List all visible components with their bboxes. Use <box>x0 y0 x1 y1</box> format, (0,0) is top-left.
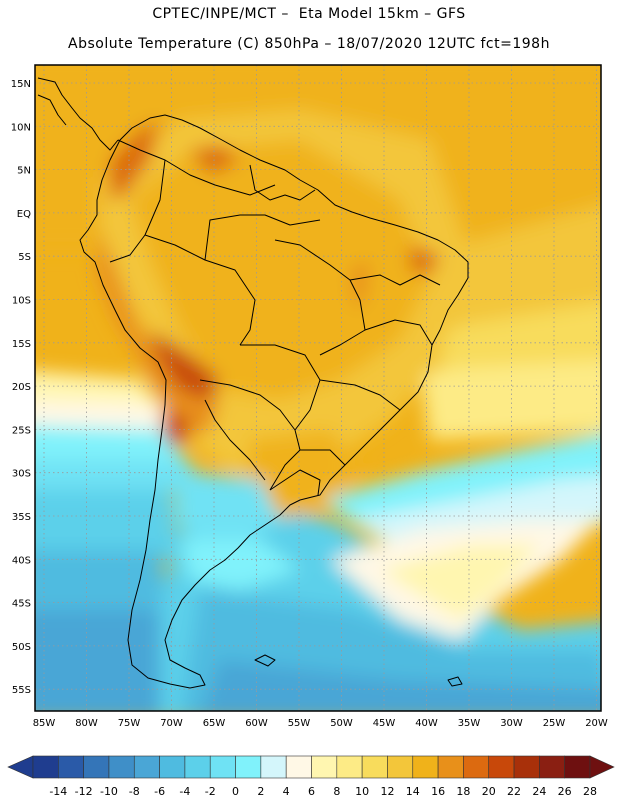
colorbar-swatch <box>159 755 186 779</box>
colorbar-label: -2 <box>205 785 216 798</box>
lat-label: 25S <box>12 425 31 436</box>
colorbar-swatch <box>336 755 363 779</box>
colorbar-label: 4 <box>283 785 290 798</box>
colorbar-label: -10 <box>100 785 118 798</box>
lat-label: 50S <box>12 642 31 653</box>
colorbar-label: 20 <box>482 785 496 798</box>
colorbar-swatch <box>564 755 591 779</box>
colorbar-label: 12 <box>380 785 394 798</box>
colorbar-swatch <box>488 755 515 779</box>
map-title-line-2: Absolute Temperature (C) 850hPa – 18/07/… <box>68 36 550 52</box>
lat-label: 45S <box>12 599 31 610</box>
colorbar-swatch <box>361 755 388 779</box>
lon-label: 65W <box>203 718 226 729</box>
colorbar-right-arrow <box>589 755 615 779</box>
lat-label: 40S <box>12 555 31 566</box>
colorbar-label: 6 <box>308 785 315 798</box>
colorbar-swatch <box>387 755 414 779</box>
colorbar-swatch <box>108 755 135 779</box>
lon-label: 55W <box>288 718 311 729</box>
lon-label: 60W <box>245 718 268 729</box>
colorbar-swatch <box>285 755 312 779</box>
colorbar-label: 26 <box>558 785 572 798</box>
colorbar-label: 2 <box>257 785 264 798</box>
lon-label: 70W <box>160 718 183 729</box>
lon-label: 25W <box>543 718 566 729</box>
lon-label: 30W <box>500 718 523 729</box>
colorbar-swatch <box>58 755 84 779</box>
lat-label: 5S <box>18 252 31 263</box>
colorbar-swatch <box>209 755 236 779</box>
lat-label: 10S <box>12 296 31 307</box>
color-scale-labels: -14 -12 -10 -8 -6 -4 -2 0 2 4 6 8 10 12 14 16 18 20 22 24 26… <box>49 785 597 798</box>
colorbar-swatch <box>463 755 490 779</box>
latitude-labels: 15N 10N 5N EQ 5S 10S 15S 20S 25S 30S 35S 40S 45S 50S 5… <box>11 79 31 696</box>
longitude-labels: 85W 80W 75W 70W 65W 60W 55W 50W 45W 40W 35W 30W 25W 2… <box>33 718 608 729</box>
colorbar-label: 24 <box>532 785 546 798</box>
map-frame <box>34 64 602 712</box>
colorbar-swatch <box>133 755 160 779</box>
lat-label: 35S <box>12 512 31 523</box>
colorbar-label: 14 <box>406 785 420 798</box>
map-title-line-1: CPTEC/INPE/MCT – Eta Model 15km – GFS <box>152 6 466 22</box>
colorbar-label: -4 <box>179 785 190 798</box>
colorbar-label: 8 <box>333 785 340 798</box>
colorbar-swatch <box>184 755 211 779</box>
lat-label: 15S <box>12 339 31 350</box>
colorbar-swatch <box>513 755 540 779</box>
colorbar-swatch <box>412 755 439 779</box>
color-scale-bar <box>7 755 615 779</box>
colorbar-left-arrow <box>7 755 34 779</box>
lon-label: 45W <box>373 718 396 729</box>
lat-label: 55S <box>12 685 31 696</box>
colorbar-swatch <box>83 755 110 779</box>
coastline-and-borders <box>37 77 469 689</box>
colorbar-label: 18 <box>456 785 470 798</box>
colorbar-label: 0 <box>232 785 239 798</box>
colorbar-swatch <box>32 755 59 779</box>
colorbar-swatch <box>260 755 287 779</box>
colorbar-swatch <box>437 755 464 779</box>
colorbar-swatch <box>539 755 565 779</box>
lat-label: 10N <box>11 122 31 133</box>
colorbar-label: -8 <box>129 785 140 798</box>
lon-label: 75W <box>118 718 141 729</box>
colorbar-label: 16 <box>431 785 445 798</box>
colorbar-label: -14 <box>49 785 67 798</box>
lat-label: EQ <box>17 209 31 220</box>
lon-label: 80W <box>75 718 98 729</box>
colorbar-swatch <box>235 755 262 779</box>
colorbar-label: 22 <box>507 785 521 798</box>
lon-label: 85W <box>33 718 56 729</box>
lon-label: 40W <box>415 718 438 729</box>
colorbar-label: -6 <box>154 785 165 798</box>
lat-label: 30S <box>12 469 31 480</box>
colorbar-label: -12 <box>75 785 93 798</box>
temperature-field <box>35 65 601 711</box>
colorbar-label: 28 <box>583 785 597 798</box>
colorbar-swatch <box>311 755 338 779</box>
lat-label: 5N <box>17 166 31 177</box>
colorbar-label: 10 <box>355 785 369 798</box>
lon-label: 20W <box>585 718 608 729</box>
lon-label: 50W <box>330 718 353 729</box>
lon-label: 35W <box>458 718 481 729</box>
lat-label: 15N <box>11 79 31 90</box>
lat-label: 20S <box>12 382 31 393</box>
